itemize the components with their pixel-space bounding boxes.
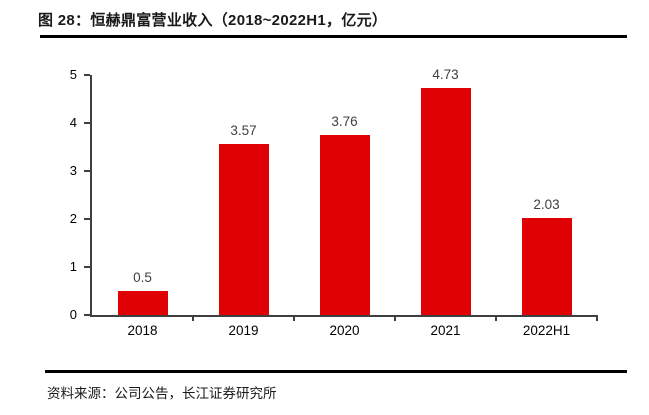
x-axis-label: 2022H1: [522, 323, 571, 338]
bar-group-2020: 3.76 2020: [294, 75, 395, 338]
y-tick-label: 1: [69, 259, 77, 274]
y-tick-label: 4: [69, 115, 77, 130]
y-tick: [84, 122, 90, 124]
x-tick: [596, 315, 598, 321]
y-tick-label: 3: [69, 163, 77, 178]
bar-value-label: 2.03: [533, 196, 560, 212]
x-axis-label: 2021: [430, 323, 461, 338]
x-tick: [293, 315, 295, 321]
bar-group-2019: 3.57 2019: [193, 75, 294, 338]
bar-value-label: 3.76: [331, 113, 358, 129]
bar-value-label: 3.57: [230, 122, 257, 138]
y-tick: [84, 74, 90, 76]
source-note: 资料来源：公司公告，长江证券研究所: [47, 386, 277, 401]
y-axis-line: [90, 75, 92, 317]
footer-rule: [45, 370, 627, 373]
bar-group-2021: 4.73 2021: [395, 67, 496, 338]
bar-group-2022H1: 2.03 2022H1: [496, 75, 597, 338]
y-tick: [84, 218, 90, 220]
y-tick: [84, 266, 90, 268]
y-tick-label: 5: [69, 67, 77, 82]
bar-2019: [218, 143, 269, 315]
figure-title: 图 28：恒赫鼎富营业收入（2018~2022H1，亿元）: [38, 12, 388, 29]
y-tick: [84, 314, 90, 316]
bar-value-label: 4.73: [432, 66, 459, 82]
x-axis-line: [90, 315, 597, 317]
x-axis-label: 2018: [127, 323, 158, 338]
x-axis-label: 2019: [228, 323, 259, 338]
y-tick-label: 2: [69, 211, 77, 226]
x-axis-label: 2020: [329, 323, 360, 338]
bar-value-label: 0.5: [133, 270, 152, 285]
bar-chart-plot-area: 0 1 2 3 4 5 0.5 2018 3.57 2019 3.76 2020 4.73 2021 2.0…: [70, 67, 598, 338]
x-tick: [192, 315, 194, 321]
x-tick: [495, 315, 497, 321]
bar-2018: [117, 291, 168, 315]
bar-group-2018: 0.5 2018: [92, 75, 193, 338]
y-tick: [84, 170, 90, 172]
bar-2022H1: [521, 217, 572, 315]
y-tick-label: 0: [69, 307, 77, 322]
bar-2021: [420, 87, 471, 315]
bar-2020: [319, 134, 370, 315]
x-tick: [394, 315, 396, 321]
title-rule: [40, 35, 627, 38]
